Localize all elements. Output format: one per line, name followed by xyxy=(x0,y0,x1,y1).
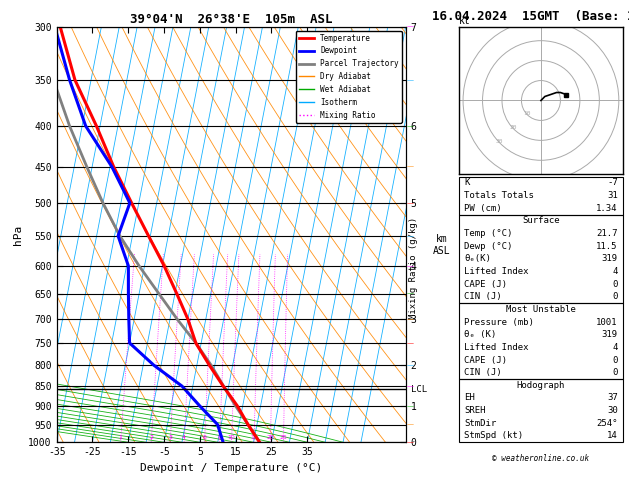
Text: 0: 0 xyxy=(613,292,618,301)
Text: —: — xyxy=(407,362,414,368)
Text: 1: 1 xyxy=(119,435,123,440)
Text: Most Unstable: Most Unstable xyxy=(506,305,576,314)
Text: EH: EH xyxy=(464,394,475,402)
Text: —: — xyxy=(407,24,414,30)
Text: LCL: LCL xyxy=(411,385,427,394)
Text: —: — xyxy=(407,383,414,389)
Text: —: — xyxy=(407,233,414,239)
Text: —: — xyxy=(407,340,414,346)
Text: —: — xyxy=(407,316,414,322)
Text: SREH: SREH xyxy=(464,406,486,415)
Text: 1001: 1001 xyxy=(596,318,618,327)
Text: K: K xyxy=(464,178,469,188)
Text: —: — xyxy=(407,77,414,83)
Text: θₑ(K): θₑ(K) xyxy=(464,254,491,263)
Text: Lifted Index: Lifted Index xyxy=(464,343,528,352)
Text: —: — xyxy=(407,421,414,428)
Y-axis label: km
ASL: km ASL xyxy=(433,235,450,256)
Text: —: — xyxy=(407,439,414,445)
Text: 4: 4 xyxy=(613,267,618,276)
Text: 25: 25 xyxy=(279,435,287,440)
Bar xyxy=(459,303,623,379)
Text: Dewp (°C): Dewp (°C) xyxy=(464,242,513,251)
Text: 30: 30 xyxy=(607,406,618,415)
Text: θₑ (K): θₑ (K) xyxy=(464,330,496,339)
Text: 10: 10 xyxy=(523,111,531,116)
Text: Pressure (mb): Pressure (mb) xyxy=(464,318,534,327)
Text: 20: 20 xyxy=(509,125,517,130)
Text: -7: -7 xyxy=(607,178,618,188)
Title: 39°04'N  26°38'E  105m  ASL: 39°04'N 26°38'E 105m ASL xyxy=(130,13,332,26)
Text: PW (cm): PW (cm) xyxy=(464,204,502,213)
Text: 11.5: 11.5 xyxy=(596,242,618,251)
Text: 30: 30 xyxy=(496,139,503,144)
Text: —: — xyxy=(407,200,414,206)
Text: Mixing Ratio (g/kg): Mixing Ratio (g/kg) xyxy=(409,217,418,319)
Text: 4: 4 xyxy=(613,343,618,352)
Text: 2: 2 xyxy=(149,435,153,440)
Text: 0: 0 xyxy=(613,368,618,377)
Text: 6: 6 xyxy=(203,435,206,440)
Text: —: — xyxy=(407,291,414,296)
Text: —: — xyxy=(407,123,414,129)
Text: 8: 8 xyxy=(218,435,221,440)
Text: Totals Totals: Totals Totals xyxy=(464,191,534,200)
Text: 15: 15 xyxy=(250,435,258,440)
Text: 10: 10 xyxy=(228,435,235,440)
Legend: Temperature, Dewpoint, Parcel Trajectory, Dry Adiabat, Wet Adiabat, Isotherm, Mi: Temperature, Dewpoint, Parcel Trajectory… xyxy=(296,31,402,122)
Text: Lifted Index: Lifted Index xyxy=(464,267,528,276)
Text: 21.7: 21.7 xyxy=(596,229,618,238)
Text: kt: kt xyxy=(459,16,471,26)
Text: CIN (J): CIN (J) xyxy=(464,368,502,377)
Text: Hodograph: Hodograph xyxy=(517,381,565,390)
Text: 20: 20 xyxy=(267,435,274,440)
Text: —: — xyxy=(407,263,414,269)
Text: 14: 14 xyxy=(607,432,618,440)
Text: 4: 4 xyxy=(182,435,186,440)
Y-axis label: hPa: hPa xyxy=(13,225,23,244)
Bar xyxy=(459,379,623,442)
Text: 319: 319 xyxy=(602,330,618,339)
Text: Temp (°C): Temp (°C) xyxy=(464,229,513,238)
Text: 3: 3 xyxy=(168,435,172,440)
Text: Surface: Surface xyxy=(522,216,560,226)
Text: 254°: 254° xyxy=(596,419,618,428)
Text: © weatheronline.co.uk: © weatheronline.co.uk xyxy=(493,454,589,464)
Text: StmSpd (kt): StmSpd (kt) xyxy=(464,432,523,440)
X-axis label: Dewpoint / Temperature (°C): Dewpoint / Temperature (°C) xyxy=(140,463,322,473)
Text: 0: 0 xyxy=(613,279,618,289)
Text: 37: 37 xyxy=(607,394,618,402)
Text: —: — xyxy=(407,403,414,409)
Text: StmDir: StmDir xyxy=(464,419,496,428)
Text: 319: 319 xyxy=(602,254,618,263)
Text: CIN (J): CIN (J) xyxy=(464,292,502,301)
Text: 31: 31 xyxy=(607,191,618,200)
Bar xyxy=(459,177,623,215)
Text: CAPE (J): CAPE (J) xyxy=(464,279,507,289)
Bar xyxy=(459,215,623,303)
Text: 1.34: 1.34 xyxy=(596,204,618,213)
Text: 16.04.2024  15GMT  (Base: 12): 16.04.2024 15GMT (Base: 12) xyxy=(432,10,629,23)
Text: —: — xyxy=(407,164,414,170)
Text: CAPE (J): CAPE (J) xyxy=(464,356,507,364)
Text: 0: 0 xyxy=(613,356,618,364)
